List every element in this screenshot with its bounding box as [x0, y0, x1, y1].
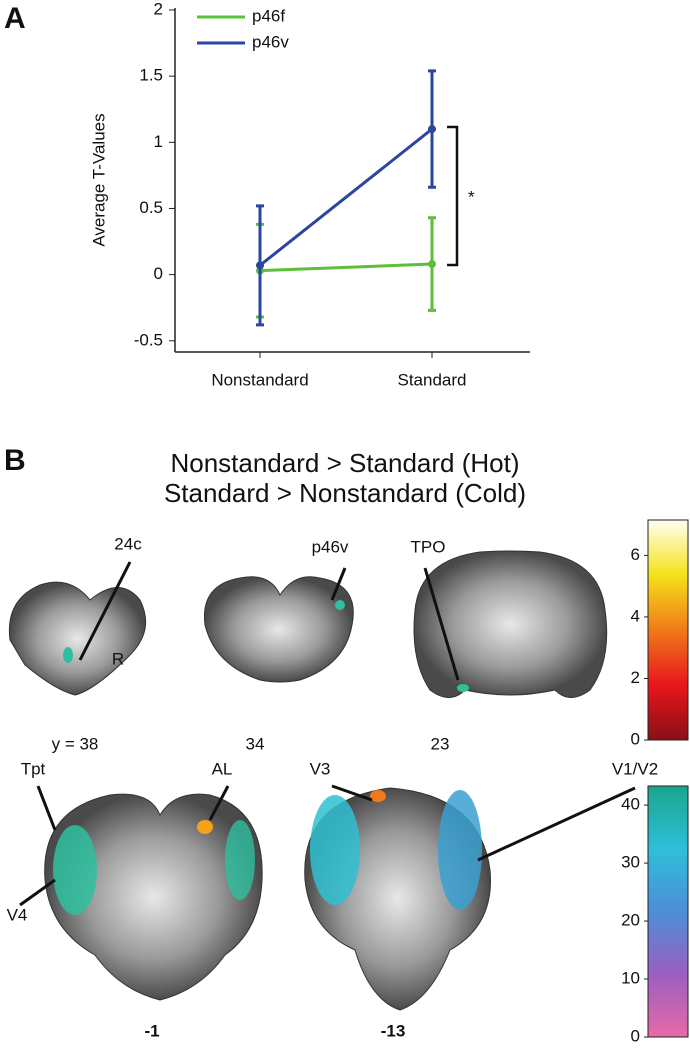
slice-label: 34 [246, 734, 265, 753]
region-label: V1/V2 [612, 759, 658, 778]
y-axis-label: Average T-Values [89, 113, 108, 246]
colorbar-tick-label: 4 [631, 606, 640, 625]
y-tick-label: 1.5 [139, 66, 163, 85]
panel-label: B [4, 444, 26, 477]
colorbar-tick-label: 0 [631, 729, 640, 748]
colorbar-tick-label: 6 [631, 545, 640, 564]
x-tick-label: Nonstandard [211, 370, 308, 389]
activation [225, 820, 255, 900]
activation [438, 790, 482, 910]
y-tick-label: 1 [154, 132, 163, 151]
slice-label: -1 [144, 1021, 159, 1040]
point [428, 260, 436, 269]
point [428, 125, 436, 134]
activation [457, 684, 469, 692]
x-tick-label: Standard [398, 370, 467, 389]
title: Nonstandard > Standard (Hot) [170, 448, 519, 478]
point [256, 261, 264, 270]
y-tick-label: 0.5 [139, 198, 163, 217]
activation [335, 600, 345, 610]
colorbar-tick-label: 10 [621, 969, 640, 988]
activation [310, 795, 360, 905]
panel-label: A [4, 2, 26, 35]
colorbar-tick-label: 20 [621, 911, 640, 930]
region-label: V3 [310, 759, 331, 778]
line [259, 127, 433, 267]
colorbar [647, 785, 689, 1038]
region-label: 24c [114, 534, 142, 553]
legend-label: p46f [252, 6, 285, 25]
annotation: * [468, 187, 475, 206]
slice-label: 23 [431, 734, 450, 753]
region-label: AL [212, 759, 233, 778]
region-label: Tpt [21, 759, 46, 778]
colorbar-tick-label: 2 [631, 668, 640, 687]
activation [53, 825, 97, 915]
legend-label: p46v [252, 32, 289, 51]
title: Standard > Nonstandard (Cold) [164, 478, 526, 508]
region-label: p46v [312, 537, 349, 556]
activation [63, 647, 73, 663]
activation [197, 820, 213, 834]
colorbar [647, 519, 689, 741]
brain-slice [8, 581, 147, 696]
colorbar-tick-label: 40 [621, 795, 640, 814]
brain-slice [44, 793, 263, 1001]
colorbar-tick-label: 0 [631, 1026, 640, 1045]
arrows [19, 561, 636, 907]
line [259, 262, 433, 273]
brain-slice [203, 576, 354, 683]
y-tick-label: 0 [154, 264, 163, 283]
slice-label: -13 [381, 1021, 406, 1040]
activation [370, 790, 386, 802]
y-tick-label: -0.5 [134, 330, 163, 349]
colorbar-tick-label: 30 [621, 853, 640, 872]
region-label: R [112, 649, 124, 668]
slice-label: y = 38 [52, 734, 99, 753]
region-label: V4 [7, 905, 28, 924]
significance-bracket [447, 125, 459, 267]
region-label: TPO [411, 537, 446, 556]
brain-slice [413, 550, 608, 698]
y-tick-label: 2 [154, 0, 163, 18]
brain-slices [8, 550, 608, 1011]
